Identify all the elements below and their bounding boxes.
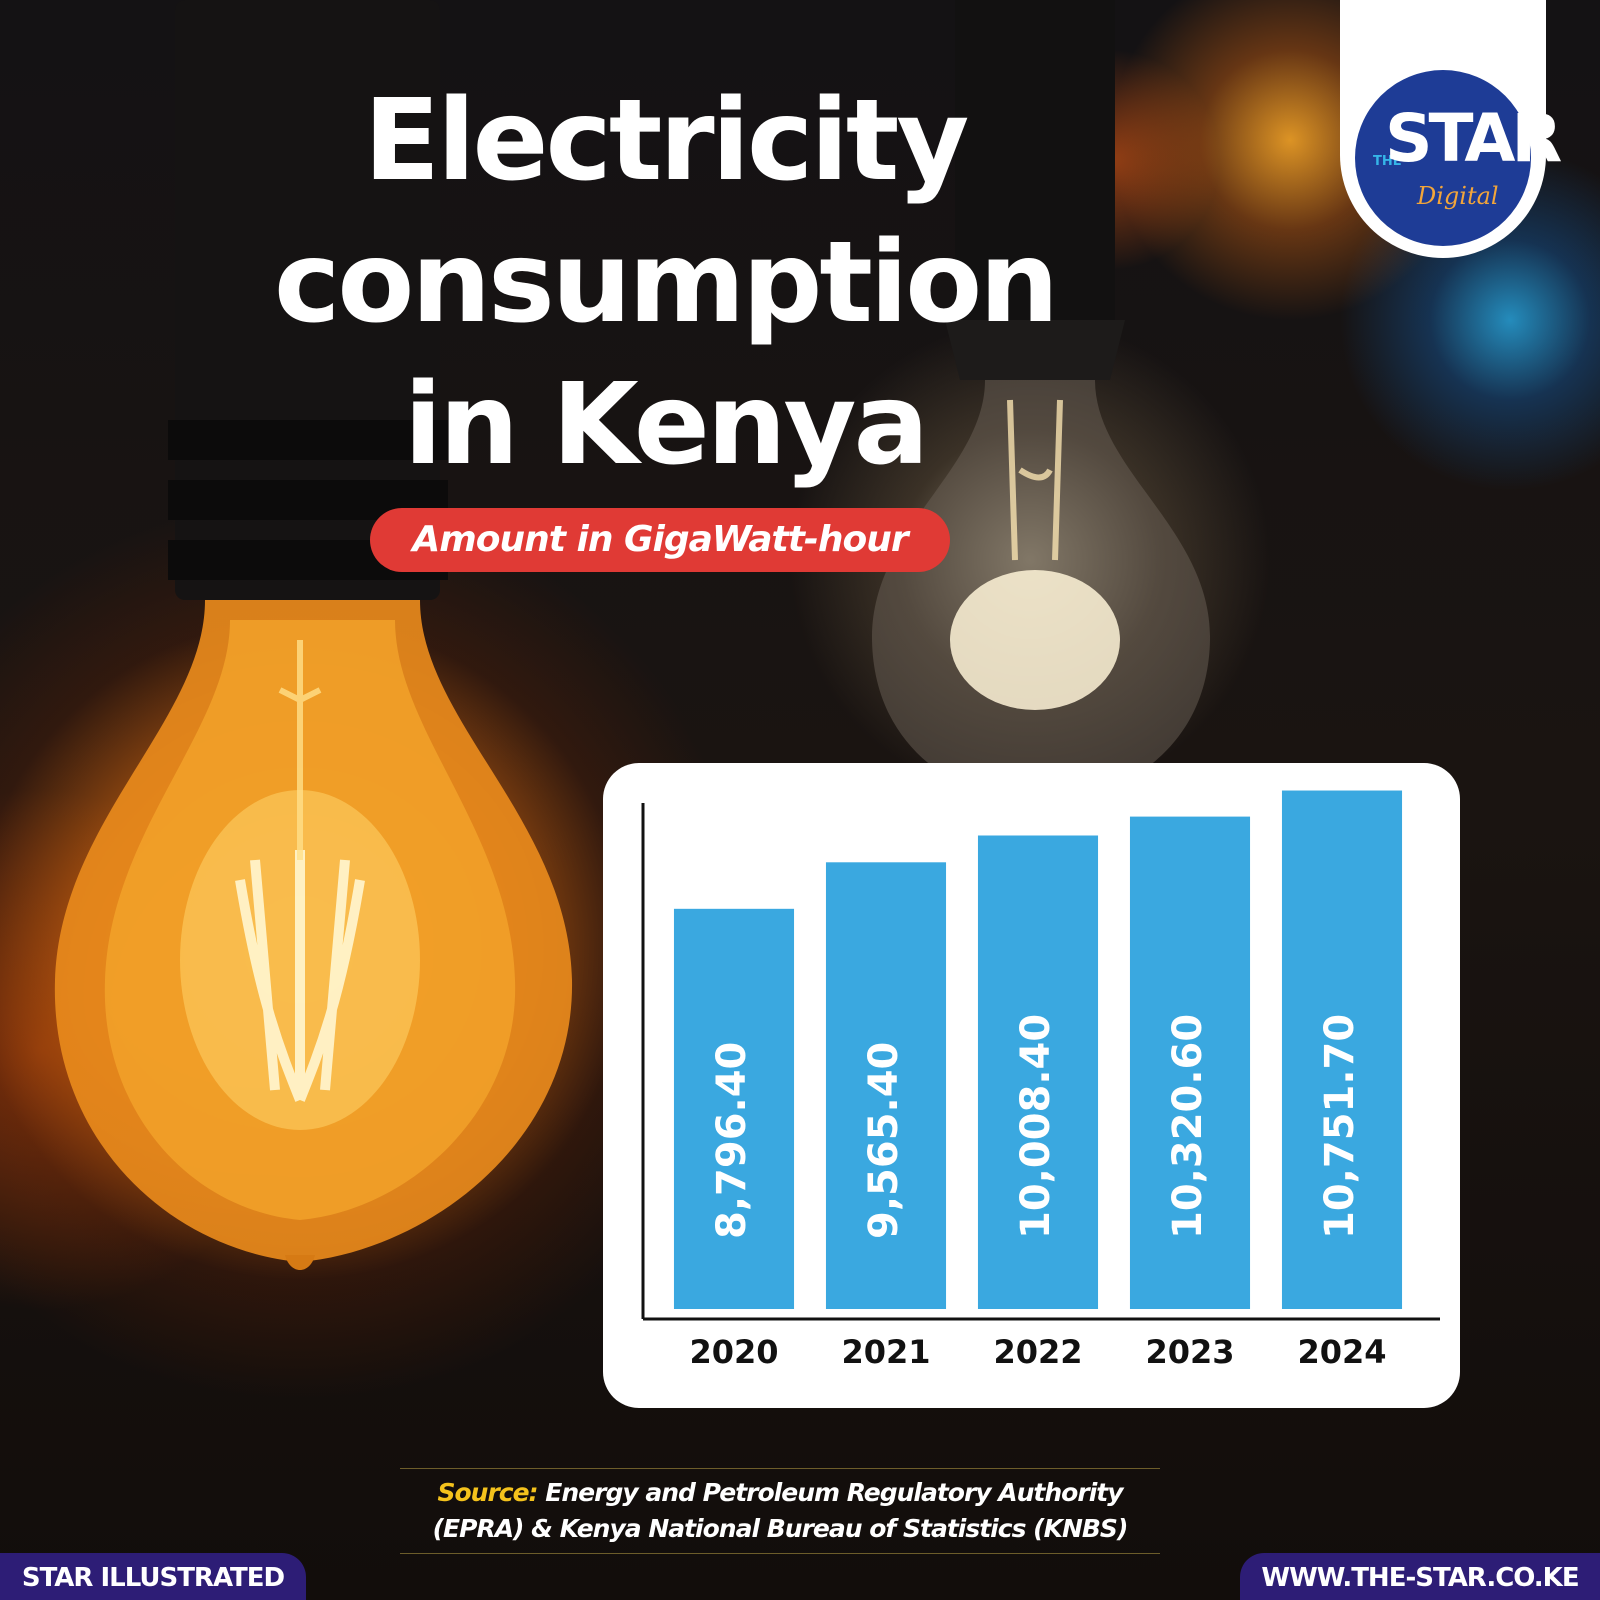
- value-label-2023: 10,320.60: [1165, 1014, 1211, 1239]
- source-label: Source:: [437, 1478, 538, 1507]
- value-label-2024: 10,751.70: [1317, 1014, 1363, 1239]
- value-label-2020: 8,796.40: [709, 1042, 755, 1239]
- the-star-logo: THE STAR Digital: [1355, 70, 1562, 246]
- x-tick-label-2023: 2023: [1145, 1333, 1234, 1371]
- bar-2022: [977, 835, 1099, 1309]
- footer-brand-label: STAR ILLUSTRATED: [0, 1553, 306, 1600]
- bar-2023: [1129, 816, 1251, 1309]
- logo-digital-text: Digital: [1417, 182, 1499, 210]
- value-label-2021: 9,565.40: [861, 1042, 907, 1239]
- unit-subtitle-badge: Amount in GigaWatt-hour: [370, 508, 950, 572]
- x-tick-label-2022: 2022: [993, 1333, 1082, 1371]
- page-title: Electricity consumption in Kenya: [274, 76, 1059, 490]
- logo-star-text: STAR: [1385, 100, 1562, 177]
- chart-card: 8,796.40 9,565.40 10,008.40 10,320.60 10,751…: [603, 763, 1460, 1408]
- value-label-2022: 10,008.40: [1013, 1014, 1059, 1239]
- logo-the-text: THE: [1373, 154, 1402, 169]
- footer-website-link[interactable]: WWW.THE-STAR.CO.KE: [1240, 1553, 1600, 1600]
- x-tick-label-2024: 2024: [1297, 1333, 1386, 1371]
- source-note: Source: Energy and Petroleum Regulatory …: [400, 1468, 1160, 1554]
- bar-2020: [673, 908, 795, 1309]
- logo-tab: THE STAR Digital: [1340, 0, 1562, 258]
- x-tick-label-2021: 2021: [841, 1333, 930, 1371]
- source-text: Energy and Petroleum Regulatory Authorit…: [432, 1478, 1129, 1543]
- bar-2024: [1281, 790, 1403, 1309]
- bar-2021: [825, 862, 947, 1309]
- x-tick-label-2020: 2020: [689, 1333, 778, 1371]
- bar-chart: 8,796.40 9,565.40 10,008.40 10,320.60 10,751…: [641, 790, 1440, 1371]
